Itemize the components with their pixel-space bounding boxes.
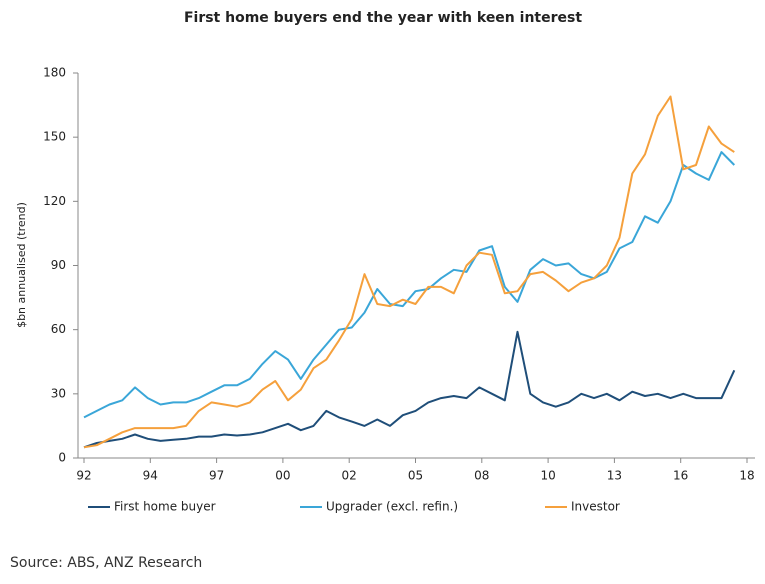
x-tick-label: 05 xyxy=(408,469,423,483)
x-tick-label: 02 xyxy=(342,469,357,483)
series-line xyxy=(83,330,736,449)
x-tick-label: 00 xyxy=(275,469,290,483)
x-tick-label: 13 xyxy=(607,469,622,483)
x-tick-label: 16 xyxy=(673,469,688,483)
y-tick-label: 0 xyxy=(58,451,66,465)
x-tick-label: 97 xyxy=(209,469,224,483)
legend-label: First home buyer xyxy=(114,500,216,514)
legend-label: Upgrader (excl. refin.) xyxy=(326,500,458,514)
x-tick-label: 10 xyxy=(540,469,555,483)
x-tick-label: 94 xyxy=(143,469,158,483)
x-tick-label: 08 xyxy=(474,469,489,483)
y-tick-label: 150 xyxy=(43,130,66,144)
y-axis-label: $bn annualised (trend) xyxy=(15,202,28,328)
y-tick-label: 120 xyxy=(43,194,66,208)
x-tick-label: 18 xyxy=(739,469,754,483)
chart-title: First home buyers end the year with keen… xyxy=(184,10,582,26)
y-tick-label: 90 xyxy=(51,258,66,272)
legend-label: Investor xyxy=(571,500,620,514)
y-tick-label: 60 xyxy=(51,322,66,336)
x-tick-label: 92 xyxy=(76,469,91,483)
source: Source: ABS, ANZ Research xyxy=(10,555,202,571)
y-tick-label: 180 xyxy=(43,66,66,80)
series-line xyxy=(83,151,736,419)
y-tick-label: 30 xyxy=(51,386,66,400)
series-line xyxy=(83,95,735,449)
